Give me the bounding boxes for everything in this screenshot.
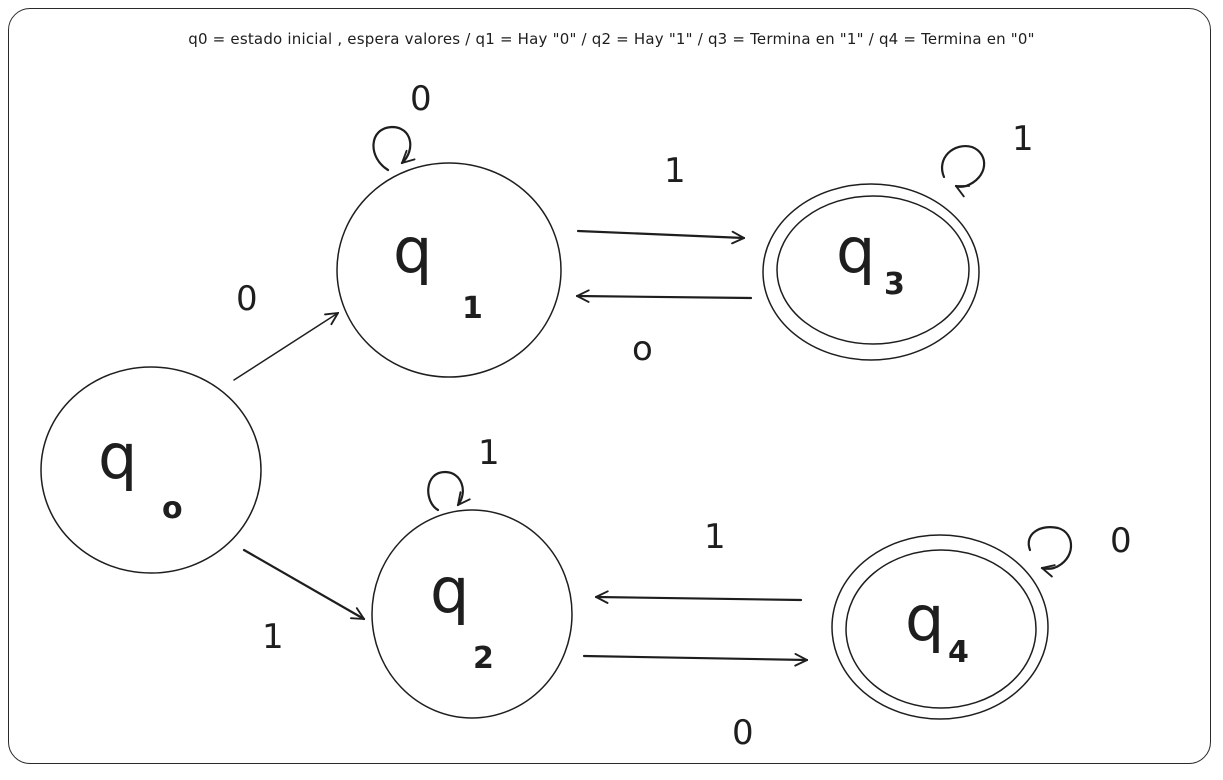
- state-q1-subscript: 1: [462, 291, 483, 326]
- label-q0-q1: 0: [236, 279, 258, 319]
- state-q3-outer-circle: [762, 183, 980, 361]
- diagram-caption: q0 = estado inicial , espera valores / q…: [188, 30, 1035, 48]
- label-q2-q4: 0: [732, 713, 754, 753]
- transition-q2-loop[interactable]: 1: [427, 433, 500, 512]
- state-q1-letter: q: [393, 214, 432, 287]
- label-q1-q3: 1: [664, 151, 686, 191]
- diagram-canvas: [8, 8, 1211, 764]
- arrow-q0-q2: [242, 548, 364, 621]
- state-q0-circle: [40, 366, 262, 574]
- label-q4-loop: 0: [1110, 521, 1132, 561]
- state-q2-circle: [371, 509, 573, 719]
- state-q1-circle: [336, 162, 562, 378]
- transition-q4-q2[interactable]: 1: [596, 517, 803, 600]
- transition-q0-q1[interactable]: 0: [233, 279, 338, 381]
- label-q3-q1: o: [632, 329, 653, 369]
- state-q3[interactable]: q 3: [762, 183, 980, 361]
- state-q0-subscript: o: [162, 491, 183, 526]
- state-q0[interactable]: q o: [40, 366, 262, 574]
- state-q3-subscript: 3: [884, 267, 905, 302]
- label-q1-loop: 0: [410, 79, 432, 119]
- arrow-q3-q1: [577, 296, 753, 298]
- state-q2-letter: q: [430, 554, 469, 627]
- arrow-q0-q1: [233, 313, 338, 381]
- state-q2-subscript: 2: [473, 641, 494, 676]
- label-q2-loop: 1: [478, 433, 500, 473]
- transition-q3-q1[interactable]: o: [577, 296, 753, 369]
- state-q3-letter: q: [836, 214, 875, 287]
- loop-q1: [372, 125, 410, 172]
- label-q3-loop: 1: [1012, 119, 1034, 159]
- loop-q3: [941, 144, 986, 187]
- arrow-q4-q2: [596, 597, 803, 600]
- label-q4-q2: 1: [704, 517, 726, 557]
- arrow-q1-q3: [576, 229, 744, 238]
- state-q4-letter: q: [905, 582, 944, 655]
- transition-q4-loop[interactable]: 0: [1027, 521, 1132, 569]
- state-q4[interactable]: q 4: [831, 534, 1049, 720]
- transition-q2-q4[interactable]: 0: [582, 656, 807, 753]
- state-q4-subscript: 4: [948, 635, 969, 670]
- label-q0-q2: 1: [262, 617, 284, 657]
- state-q4-outer-circle: [831, 534, 1049, 720]
- transition-q0-q2[interactable]: 1: [242, 548, 364, 657]
- state-q4-inner-circle: [845, 549, 1037, 709]
- state-q0-letter: q: [98, 420, 137, 493]
- arrow-q2-q4: [582, 656, 807, 660]
- loop-q2: [427, 470, 463, 512]
- state-q3-inner-circle: [776, 195, 970, 345]
- loop-q4: [1027, 526, 1073, 569]
- state-q1[interactable]: q 1: [336, 162, 562, 378]
- transition-q3-loop[interactable]: 1: [941, 119, 1034, 187]
- transition-q1-q3[interactable]: 1: [576, 151, 744, 238]
- transition-q1-loop[interactable]: 0: [372, 79, 432, 172]
- state-q2[interactable]: q 2: [371, 509, 573, 719]
